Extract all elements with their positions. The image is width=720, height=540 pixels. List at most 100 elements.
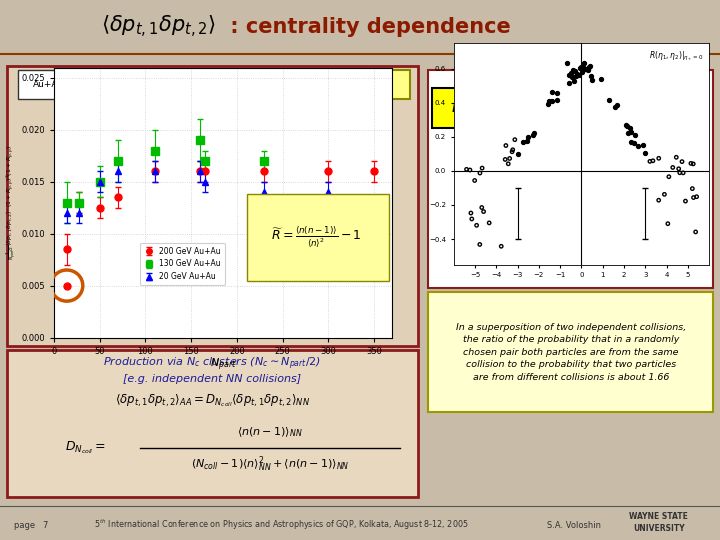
Point: [500, 155, 511, 164]
Text: $(N_{coll}-1)\langle n\rangle^2_{NN} + \langle n(n-1)\rangle_{NN}$: $(N_{coll}-1)\langle n\rangle^2_{NN} + \…: [191, 455, 349, 475]
Point: [653, 196, 665, 205]
Point: [521, 137, 533, 146]
Point: [546, 97, 558, 106]
Bar: [428, 292, 713, 412]
Text: Data: G. Westfall (STAR), QM2004: Data: G. Westfall (STAR), QM2004: [154, 79, 343, 89]
Text: $D_{N_{coll}} = $: $D_{N_{coll}} = $: [65, 440, 106, 456]
Point: [621, 120, 632, 129]
Point: [625, 138, 636, 146]
Point: [518, 138, 529, 146]
Point: [582, 66, 593, 75]
Point: [466, 214, 477, 223]
Point: [680, 197, 691, 205]
Text: page   7: page 7: [14, 521, 49, 530]
Text: [e.g. independent NN collisions]: [e.g. independent NN collisions]: [123, 374, 302, 384]
Point: [584, 62, 595, 70]
Point: [629, 131, 641, 139]
Point: [570, 67, 581, 76]
Point: [504, 154, 516, 163]
Point: [586, 76, 598, 84]
Point: [574, 63, 585, 72]
Point: [647, 157, 659, 165]
Point: [663, 172, 675, 181]
Point: [625, 127, 636, 136]
Point: [566, 72, 577, 81]
Text: S.A. Voloshin: S.A. Voloshin: [547, 521, 601, 530]
Point: [622, 129, 634, 137]
Bar: [432, 88, 569, 128]
Point: [603, 96, 615, 104]
Point: [469, 176, 480, 185]
Point: [465, 208, 477, 217]
Point: [629, 138, 640, 147]
Point: [687, 184, 698, 193]
Point: [542, 100, 554, 109]
Point: [565, 69, 577, 77]
Point: [577, 63, 589, 72]
Point: [580, 65, 591, 73]
Legend: 200 GeV Au+Au, 130 GeV Au+Au, 20 GeV Au+Au: 200 GeV Au+Au, 130 GeV Au+Au, 20 GeV Au+…: [140, 243, 225, 285]
Point: [461, 165, 472, 174]
Point: [662, 219, 674, 228]
Text: $\widetilde{R} = \frac{\langle n(n-1)\rangle}{\langle n \rangle^2} - 1$: $\widetilde{R} = \frac{\langle n(n-1)\ra…: [271, 224, 361, 248]
Point: [688, 193, 699, 202]
Point: [667, 163, 678, 172]
Text: Au+Au: Au+Au: [33, 80, 65, 89]
Point: [691, 192, 703, 201]
Point: [673, 165, 685, 173]
Point: [563, 79, 575, 87]
Point: [638, 141, 649, 150]
Point: [572, 69, 583, 78]
Point: [690, 227, 701, 236]
Text: $\langle \delta p_{t,1} \delta p_{t,2} \rangle$: $\langle \delta p_{t,1} \delta p_{t,2} \…: [102, 14, 216, 40]
Point: [562, 59, 573, 68]
Y-axis label: $\frac{1}{N_{part}/2}\langle\delta p_{t,1}\delta p_{t,2}\rangle\cdot(1+R_{p,p})^: $\frac{1}{N_{part}/2}\langle\delta p_{t,…: [4, 145, 19, 260]
Point: [464, 166, 476, 174]
Text: : centrality dependence: : centrality dependence: [223, 17, 511, 37]
Point: [570, 72, 582, 80]
Point: [575, 63, 587, 71]
Point: [670, 153, 682, 161]
Point: [471, 221, 482, 230]
Point: [478, 207, 490, 216]
Point: [528, 131, 539, 140]
Text: In a superposition of two independent collisions,
the ratio of the probability t: In a superposition of two independent co…: [456, 323, 686, 382]
Point: [512, 150, 523, 158]
Point: [633, 141, 644, 150]
Point: [567, 66, 579, 75]
Point: [509, 136, 521, 144]
Text: WAYNE STATE
UNIVERSITY: WAYNE STATE UNIVERSITY: [629, 512, 688, 532]
Point: [581, 64, 593, 73]
Point: [474, 168, 486, 177]
Point: [476, 203, 487, 212]
X-axis label: $N_{part}$: $N_{part}$: [210, 357, 236, 373]
Point: [624, 124, 636, 133]
Point: [644, 157, 656, 166]
Point: [552, 96, 563, 104]
Point: [578, 59, 590, 68]
Point: [528, 129, 540, 137]
Point: [552, 89, 563, 97]
Point: [674, 168, 685, 177]
Bar: [7, 350, 418, 497]
Point: [583, 62, 595, 71]
Point: [483, 219, 495, 227]
Point: [544, 97, 555, 105]
Point: [653, 154, 665, 163]
Point: [546, 88, 558, 97]
Point: [595, 75, 607, 83]
Point: [611, 101, 623, 110]
Point: [500, 141, 512, 150]
Point: [639, 149, 651, 158]
Bar: [86, 70, 410, 99]
Text: 5$^{th}$ International Conference on Physics and Astrophysics of GQP, Kolkata, A: 5$^{th}$ International Conference on Phy…: [94, 518, 468, 532]
Text: $\langle \delta p_{t,1} \delta p_{t,2}\rangle_{AA} = D_{N_{coll}}\langle \delta : $\langle \delta p_{t,1} \delta p_{t,2}\r…: [115, 393, 310, 409]
Point: [659, 190, 670, 199]
FancyBboxPatch shape: [247, 194, 389, 281]
Bar: [7, 65, 418, 346]
Point: [507, 145, 518, 154]
Text: $R_{cc}(0)\approx 0.66$: $R_{cc}(0)\approx 0.66$: [451, 99, 549, 117]
Point: [685, 159, 697, 168]
Point: [688, 159, 699, 168]
Text: $R(\eta_1, \eta_2)|_{\eta_+=0}$: $R(\eta_1, \eta_2)|_{\eta_+=0}$: [649, 50, 704, 63]
